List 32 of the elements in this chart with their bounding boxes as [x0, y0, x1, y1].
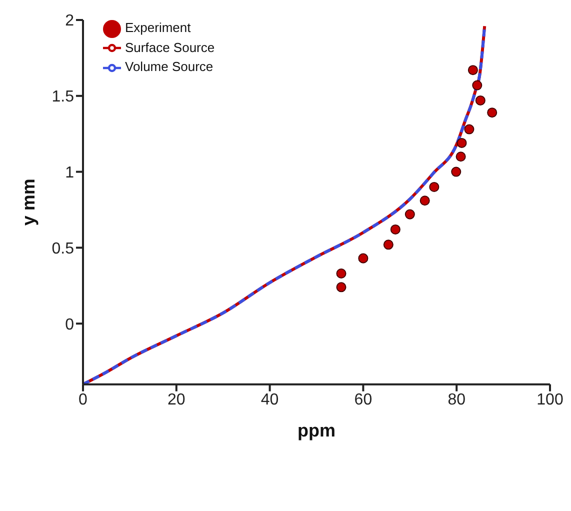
point: [383, 240, 394, 250]
point: [475, 95, 486, 106]
point: [464, 124, 474, 134]
x-axis-title: ppm: [298, 420, 336, 440]
point: [420, 196, 430, 206]
legend-label: Volume Source: [125, 59, 214, 74]
y-tick-label: 1: [65, 164, 74, 182]
point: [487, 108, 498, 118]
y-tick-label: 0: [65, 316, 74, 334]
x-tick-label: 100: [536, 392, 564, 409]
legend-label: Experiment: [125, 20, 191, 35]
y-axis-title: y mm: [18, 178, 38, 226]
legend-label: Surface Source: [125, 40, 215, 55]
point: [336, 282, 346, 292]
point: [429, 182, 440, 192]
point: [456, 152, 466, 162]
y-tick-label: 1.5: [52, 88, 74, 106]
point: [451, 166, 462, 177]
x-tick-label: 60: [354, 392, 372, 409]
y-tick-label: 0.5: [52, 240, 74, 258]
point: [336, 268, 346, 279]
point: [358, 253, 368, 264]
point: [468, 65, 478, 76]
y-tick-label: 2: [65, 12, 74, 30]
x-tick-label: 80: [448, 392, 466, 409]
point: [404, 209, 415, 220]
x-tick-label: 40: [260, 392, 279, 409]
point: [390, 224, 400, 234]
point: [456, 138, 467, 148]
x-tick-label: 20: [168, 392, 186, 409]
point: [472, 80, 482, 90]
x-tick-label: 0: [78, 392, 88, 409]
